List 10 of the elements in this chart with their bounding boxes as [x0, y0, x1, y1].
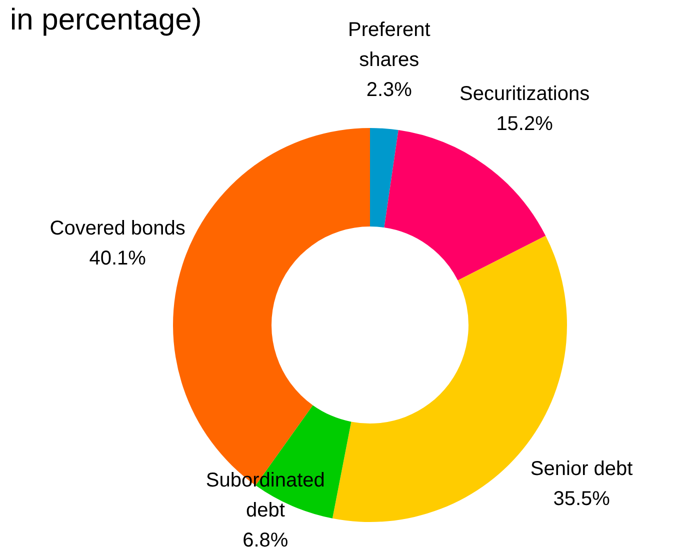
slice-label: Senior debt: [530, 458, 634, 480]
data-label: 35.5%: [553, 488, 610, 510]
data-label: 40.1%: [89, 248, 146, 270]
slice-label: Preferent shares: [348, 19, 431, 72]
slice-label: Securitizations: [460, 83, 590, 106]
data-label: 2.3%: [366, 79, 412, 102]
chart-title: in percentage): [10, 3, 202, 36]
data-label: 6.8%: [242, 530, 288, 552]
data-label: 15.2%: [496, 113, 554, 136]
slice-label: Covered bonds: [50, 218, 186, 240]
